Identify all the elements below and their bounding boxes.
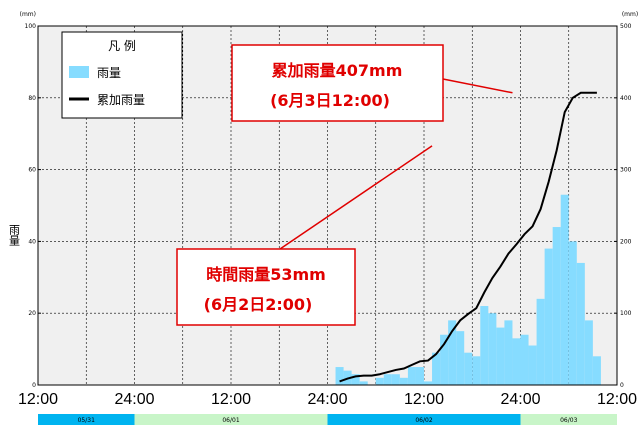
annotation-cumulative-leader xyxy=(442,78,513,94)
left-tick-label: 100 xyxy=(25,23,37,30)
annotation-cumulative-line1: 累加雨量407mm xyxy=(272,61,403,80)
rain-bar xyxy=(432,352,441,385)
rain-bar xyxy=(359,381,368,385)
left-tick-label: 60 xyxy=(28,167,36,174)
annotation-cumulative-box xyxy=(231,44,444,122)
day-band-label: 05/31 xyxy=(78,417,95,424)
rain-bar xyxy=(536,298,545,385)
rain-bar xyxy=(512,338,521,385)
annotation-hourly-box xyxy=(176,248,356,326)
x-tick-label: 12:00 xyxy=(211,391,251,408)
rain-bar xyxy=(464,352,473,385)
annotation-hourly-leader xyxy=(279,145,433,250)
rain-bar xyxy=(424,381,433,385)
left-axis-label: 雨量 xyxy=(8,224,21,246)
rainfall-bars xyxy=(335,194,601,385)
left-axis-unit: (mm) xyxy=(20,11,36,18)
left-tick-label: 20 xyxy=(28,310,36,317)
right-tick-label: 300 xyxy=(620,167,632,174)
rain-bar xyxy=(576,262,585,385)
right-axis-unit: (mm) xyxy=(622,11,638,18)
rain-bar xyxy=(335,367,344,385)
rain-bar xyxy=(415,367,424,385)
right-tick-label: 200 xyxy=(620,238,632,245)
left-tick-label: 80 xyxy=(28,95,36,102)
plot-frame xyxy=(37,25,618,386)
annotation-hourly: 時間雨量53mm (6月2日2:00) xyxy=(176,145,433,326)
annotation-hourly-line1: 時間雨量53mm xyxy=(206,265,326,284)
rain-bar xyxy=(375,377,384,385)
legend-label-cumulative: 累加雨量 xyxy=(97,93,145,107)
rain-bar xyxy=(488,313,497,385)
rain-bar xyxy=(448,320,457,385)
rain-bar xyxy=(568,241,577,385)
rain-bar xyxy=(592,356,601,385)
legend: 凡 例 雨量 累加雨量 xyxy=(61,31,183,119)
rain-bar xyxy=(504,320,513,385)
right-tick-label: 500 xyxy=(620,23,632,30)
x-tick-label: 24:00 xyxy=(307,391,347,408)
y-axis-ticks: 0 20 40 60 80 100 0 100 200 300 400 500 xyxy=(25,23,632,389)
rain-bar xyxy=(584,320,593,385)
rain-bar xyxy=(407,367,416,385)
rain-bar xyxy=(472,356,481,385)
left-tick-label: 0 xyxy=(32,382,36,389)
rain-bar xyxy=(520,334,529,385)
right-tick-label: 400 xyxy=(620,95,632,102)
day-band-label: 06/03 xyxy=(560,417,577,424)
rain-bar xyxy=(544,248,553,385)
annotation-hourly-line2: (6月2日2:00) xyxy=(204,295,313,314)
x-tick-label: 12:00 xyxy=(597,391,637,408)
rain-bar xyxy=(528,345,537,385)
day-band xyxy=(327,414,521,425)
cumulative-rainfall-line-group xyxy=(339,91,597,383)
x-tick-label: 12:00 xyxy=(404,391,444,408)
x-axis-ticks: 12:00 24:00 12:00 24:00 12:00 24:00 12:00 xyxy=(18,391,637,408)
day-band xyxy=(38,414,135,425)
day-band-label: 06/01 xyxy=(222,417,239,424)
x-tick-label: 24:00 xyxy=(114,391,154,408)
rain-bar xyxy=(391,374,400,385)
legend-swatch-rain xyxy=(69,66,89,78)
right-tick-label: 0 xyxy=(620,382,624,389)
legend-label-rain: 雨量 xyxy=(97,66,121,80)
rain-bar xyxy=(456,331,465,385)
rain-bar xyxy=(383,374,392,385)
day-bands: 05/31 06/01 06/02 06/03 xyxy=(38,414,617,425)
rain-bar xyxy=(560,194,569,385)
rain-bar xyxy=(440,334,449,385)
cumulative-rainfall-line xyxy=(339,91,597,383)
rain-bar xyxy=(399,377,408,385)
annotation-cumulative: 累加雨量407mm (6月3日12:00) xyxy=(231,44,513,122)
day-band xyxy=(134,414,328,425)
left-tick-label: 40 xyxy=(28,238,36,245)
x-tick-label: 24:00 xyxy=(500,391,540,408)
day-band xyxy=(520,414,617,425)
rain-bar xyxy=(496,327,505,385)
day-band-label: 06/02 xyxy=(415,417,432,424)
rain-bar xyxy=(480,306,489,385)
rain-bar xyxy=(351,374,360,385)
annotation-cumulative-line2: (6月3日12:00) xyxy=(270,91,390,110)
x-tick-label: 12:00 xyxy=(18,391,58,408)
legend-title: 凡 例 xyxy=(108,39,136,53)
rain-bar xyxy=(552,227,561,385)
right-tick-label: 100 xyxy=(620,310,632,317)
